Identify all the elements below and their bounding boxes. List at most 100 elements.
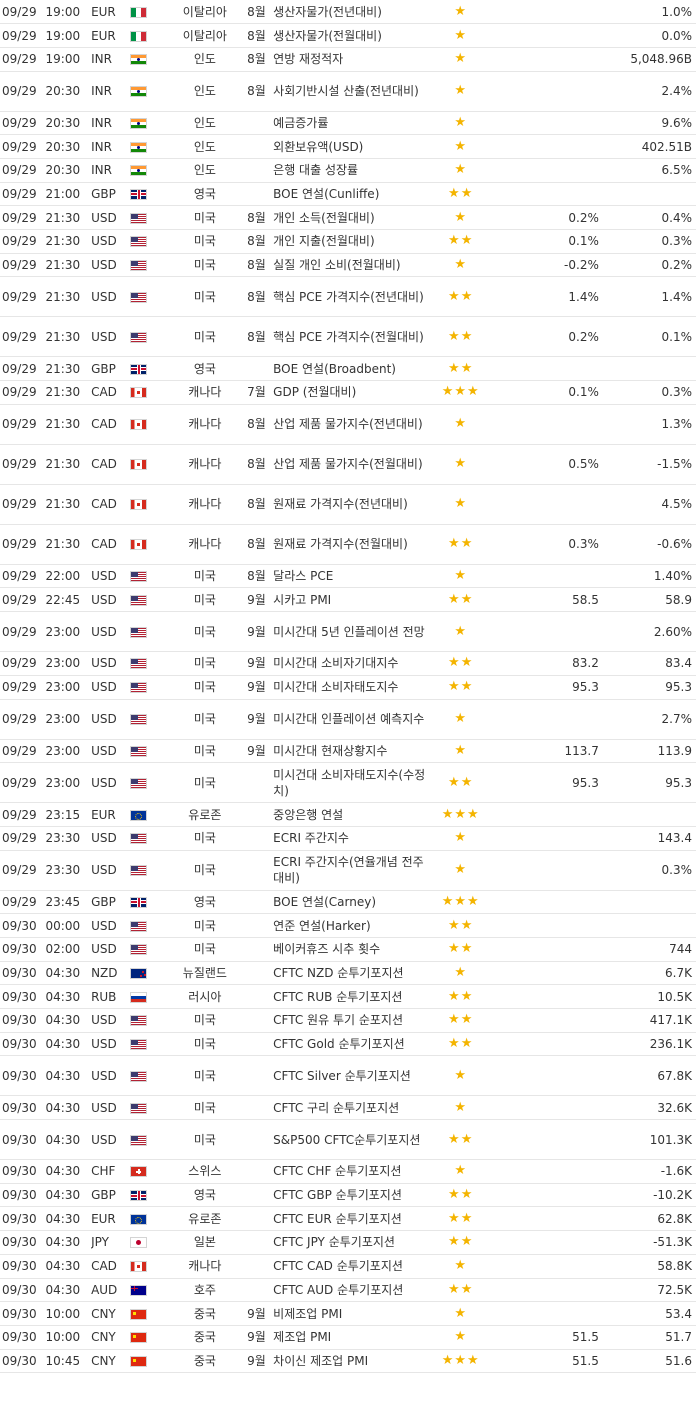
table-row[interactable]: 09/29 21:30 USD 미국 8월 개인 소득(전월대비) ★ 0.2% 0.4% xyxy=(0,206,696,230)
table-row[interactable]: 09/29 21:30 CAD 캐나다 8월 산업 제품 물가지수(전년대비) ★ 1.3% xyxy=(0,404,696,445)
star-icon: ★ xyxy=(454,3,468,19)
table-row[interactable]: 09/29 20:30 INR 인도 은행 대출 성장률 ★ 6.5% xyxy=(0,158,696,183)
previous-value: 1.40% xyxy=(653,569,692,584)
event-name[interactable]: S&P500 CFTC순투기포지션 xyxy=(273,1132,421,1147)
table-row[interactable]: 09/29 23:00 USD 미국 9월 미시간대 인플레이션 예측지수 ★ 2.7% xyxy=(0,699,696,739)
table-row[interactable]: 09/30 04:30 CHF 스위스 CFTC CHF 순투기포지션 ★ -1.6K xyxy=(0,1160,696,1184)
table-row[interactable]: 09/29 21:30 CAD 캐나다 8월 원재료 가격지수(전월대비) ★★ 0.3% -0… xyxy=(0,524,696,565)
table-row[interactable]: 09/29 23:30 USD 미국 ECRI 주간지수(연율개념 전주대비) ★ 0.3% xyxy=(0,850,696,891)
table-row[interactable]: 09/29 20:30 INR 인도 예금증가률 ★ 9.6% xyxy=(0,111,696,135)
table-row[interactable]: 09/29 20:30 INR 인도 외환보유액(USD) ★ 402.51B xyxy=(0,135,696,159)
table-row[interactable]: 09/29 22:45 USD 미국 9월 시카고 PMI ★★ 58.5 58.9 xyxy=(0,588,696,612)
table-row[interactable]: 09/30 02:00 USD 미국 베이커휴즈 시추 횟수 ★★ 744 xyxy=(0,937,696,962)
table-row[interactable]: 09/29 23:00 USD 미국 9월 미시간대 소비자기대지수 ★★ 83.2 83.4 xyxy=(0,652,696,676)
event-name[interactable]: 은행 대출 성장률 xyxy=(273,163,359,178)
table-row[interactable]: 09/30 10:00 CNY 중국 9월 제조업 PMI ★ 51.5 51.7 xyxy=(0,1325,696,1350)
table-row[interactable]: 09/30 04:30 USD 미국 CFTC 원유 투기 순포지션 ★★ 417.1K xyxy=(0,1009,696,1033)
table-row[interactable]: 09/30 04:30 AUD 호주 CFTC AUD 순투기포지션 ★★ 72.5K xyxy=(0,1278,696,1302)
event-name[interactable]: CFTC Gold 순투기포지션 xyxy=(273,1037,405,1052)
table-row[interactable]: 09/30 04:30 EUR 유로존 CFTC EUR 순투기포지션 ★★ 62.8K xyxy=(0,1207,696,1231)
table-row[interactable]: 09/29 21:30 USD 미국 8월 개인 지출(전월대비) ★★ 0.1% 0.3% xyxy=(0,230,696,254)
table-row[interactable]: 09/29 21:30 CAD 캐나다 7월 GDP (전월대비) ★★★ 0.1% 0.3% xyxy=(0,381,696,405)
event-name[interactable]: 생산자물가(전년대비) xyxy=(273,4,382,19)
event-name[interactable]: 개인 소득(전월대비) xyxy=(273,210,375,225)
event-name[interactable]: 핵심 PCE 가격지수(전년대비) xyxy=(273,289,424,304)
event-name[interactable]: 예금증가률 xyxy=(273,115,329,130)
event-name[interactable]: 미시간대 현재상황지수 xyxy=(273,743,388,758)
event-name[interactable]: 베이커휴즈 시추 횟수 xyxy=(273,942,381,957)
event-name[interactable]: 개인 지출(전월대비) xyxy=(273,234,375,249)
table-row[interactable]: 09/29 21:30 GBP 영국 BOE 연설(Broadbent) ★★ xyxy=(0,357,696,381)
event-name[interactable]: 달라스 PCE xyxy=(273,569,334,584)
table-row[interactable]: 09/29 19:00 EUR 이탈리아 8월 생산자물가(전월대비) ★ 0.0% xyxy=(0,24,696,48)
table-row[interactable]: 09/30 04:30 NZD 뉴질랜드 CFTC NZD 순투기포지션 ★ 6.7K xyxy=(0,961,696,985)
event-name[interactable]: 원재료 가격지수(전년대비) xyxy=(273,497,408,512)
table-row[interactable]: 09/30 10:00 CNY 중국 9월 비제조업 PMI ★ 53.4 xyxy=(0,1302,696,1326)
event-name[interactable]: CFTC AUD 순투기포지션 xyxy=(273,1282,404,1297)
event-name[interactable]: 연준 연설(Harker) xyxy=(273,918,371,933)
event-name[interactable]: BOE 연설(Cunliffe) xyxy=(273,186,380,201)
event-name[interactable]: CFTC RUB 순투기포지션 xyxy=(273,989,403,1004)
event-name[interactable]: CFTC CAD 순투기포지션 xyxy=(273,1259,403,1274)
event-name[interactable]: CFTC EUR 순투기포지션 xyxy=(273,1211,402,1226)
table-row[interactable]: 09/29 23:00 USD 미국 9월 미시간대 소비자태도지수 ★★ 95.3 95.3 xyxy=(0,675,696,699)
event-name[interactable]: CFTC JPY 순투기포지션 xyxy=(273,1235,395,1250)
event-name[interactable]: ECRI 주간지수 xyxy=(273,831,349,846)
event-name[interactable]: ECRI 주간지수(연율개념 전주대비) xyxy=(273,855,424,886)
table-row[interactable]: 09/29 21:00 GBP 영국 BOE 연설(Cunliffe) ★★ xyxy=(0,182,696,206)
event-name[interactable]: 미시간대 5년 인플레이션 전망 xyxy=(273,624,425,639)
event-name[interactable]: CFTC CHF 순투기포지션 xyxy=(273,1164,402,1179)
table-row[interactable]: 09/30 04:30 USD 미국 CFTC 구리 순투기포지션 ★ 32.6K xyxy=(0,1096,696,1120)
event-name[interactable]: 핵심 PCE 가격지수(전월대비) xyxy=(273,329,424,344)
event-name[interactable]: 제조업 PMI xyxy=(273,1330,332,1345)
event-name[interactable]: 산업 제품 물가지수(전월대비) xyxy=(273,457,423,472)
event-name[interactable]: 미시건대 소비자태도지수(수정치) xyxy=(273,767,426,798)
table-row[interactable]: 09/29 21:30 USD 미국 8월 핵심 PCE 가격지수(전년대비) ★★ 1.4%… xyxy=(0,277,696,317)
table-row[interactable]: 09/29 23:30 USD 미국 ECRI 주간지수 ★ 143.4 xyxy=(0,826,696,851)
event-name[interactable]: 중앙은행 연설 xyxy=(273,807,344,822)
table-row[interactable]: 09/30 04:30 USD 미국 S&P500 CFTC순투기포지션 ★★ 101.3K xyxy=(0,1120,696,1160)
event-name[interactable]: 차이신 제조업 PMI xyxy=(273,1353,369,1368)
table-row[interactable]: 09/30 04:30 USD 미국 CFTC Gold 순투기포지션 ★★ 236.1K xyxy=(0,1032,696,1056)
table-row[interactable]: 09/29 21:30 CAD 캐나다 8월 원재료 가격지수(전년대비) ★ 4.5% xyxy=(0,484,696,525)
event-name[interactable]: 시카고 PMI xyxy=(273,592,332,607)
table-row[interactable]: 09/30 04:30 CAD 캐나다 CFTC CAD 순투기포지션 ★ 58.8K xyxy=(0,1254,696,1278)
event-name[interactable]: BOE 연설(Broadbent) xyxy=(273,361,396,376)
table-row[interactable]: 09/29 23:00 USD 미국 9월 미시간대 현재상황지수 ★ 113.7 113.9 xyxy=(0,739,696,763)
event-name[interactable]: CFTC 구리 순투기포지션 xyxy=(273,1100,400,1115)
event-name[interactable]: 생산자물가(전월대비) xyxy=(273,28,382,43)
table-row[interactable]: 09/29 19:00 INR 인도 8월 연방 재정적자 ★ 5,048.96B xyxy=(0,47,696,72)
event-name[interactable]: BOE 연설(Carney) xyxy=(273,894,377,909)
table-row[interactable]: 09/29 21:30 USD 미국 8월 실질 개인 소비(전월대비) ★ -0.2% 0.2… xyxy=(0,253,696,277)
table-row[interactable]: 09/29 23:45 GBP 영국 BOE 연설(Carney) ★★★ xyxy=(0,890,696,914)
table-row[interactable]: 09/30 04:30 RUB 러시아 CFTC RUB 순투기포지션 ★★ 10.5K xyxy=(0,985,696,1009)
event-name[interactable]: CFTC 원유 투기 순포지션 xyxy=(273,1013,403,1028)
table-row[interactable]: 09/29 21:30 CAD 캐나다 8월 산업 제품 물가지수(전월대비) ★ 0.5% -… xyxy=(0,444,696,485)
event-name[interactable]: CFTC NZD 순투기포지션 xyxy=(273,965,404,980)
event-name[interactable]: 실질 개인 소비(전월대비) xyxy=(273,258,401,273)
table-row[interactable]: 09/30 04:30 GBP 영국 CFTC GBP 순투기포지션 ★★ -10.2K xyxy=(0,1183,696,1207)
table-row[interactable]: 09/29 20:30 INR 인도 8월 사회기반시설 산출(전년대비) ★ 2.4% xyxy=(0,71,696,112)
table-row[interactable]: 09/29 21:30 USD 미국 8월 핵심 PCE 가격지수(전월대비) ★★ 0.2%… xyxy=(0,317,696,357)
table-row[interactable]: 09/30 04:30 USD 미국 CFTC Silver 순투기포지션 ★ 67.8K xyxy=(0,1056,696,1096)
event-name[interactable]: 원재료 가격지수(전월대비) xyxy=(273,537,408,552)
event-name[interactable]: CFTC Silver 순투기포지션 xyxy=(273,1068,411,1083)
event-name[interactable]: 미시간대 소비자기대지수 xyxy=(273,656,399,671)
event-name[interactable]: 외환보유액(USD) xyxy=(273,139,364,154)
event-name[interactable]: 미시간대 소비자태도지수 xyxy=(273,680,399,695)
table-row[interactable]: 09/30 00:00 USD 미국 연준 연설(Harker) ★★ xyxy=(0,914,696,938)
event-name[interactable]: 비제조업 PMI xyxy=(273,1306,343,1321)
event-name[interactable]: 미시간대 인플레이션 예측지수 xyxy=(273,712,425,726)
event-name[interactable]: GDP (전월대비) xyxy=(273,385,357,400)
table-row[interactable]: 09/29 23:00 USD 미국 미시건대 소비자태도지수(수정치) ★★ 95.3 95… xyxy=(0,763,696,803)
event-name[interactable]: CFTC GBP 순투기포지션 xyxy=(273,1188,402,1203)
event-name[interactable]: 연방 재정적자 xyxy=(273,52,344,67)
event-name[interactable]: 산업 제품 물가지수(전년대비) xyxy=(273,417,423,432)
table-row[interactable]: 09/29 19:00 EUR 이탈리아 8월 생산자물가(전년대비) ★ 1.0% xyxy=(0,0,696,24)
table-row[interactable]: 09/29 22:00 USD 미국 8월 달라스 PCE ★ 1.40% xyxy=(0,564,696,588)
table-row[interactable]: 09/30 04:30 JPY 일본 CFTC JPY 순투기포지션 ★★ -51.3K xyxy=(0,1231,696,1255)
table-row[interactable]: 09/29 23:00 USD 미국 9월 미시간대 5년 인플레이션 전망 ★ 2.60% xyxy=(0,612,696,652)
table-row[interactable]: 09/30 10:45 CNY 중국 9월 차이신 제조업 PMI ★★★ 51.5 51.6 xyxy=(0,1349,696,1373)
table-row[interactable]: 09/29 23:15 EUR 유로존 중앙은행 연설 ★★★ xyxy=(0,803,696,827)
event-name[interactable]: 사회기반시설 산출(전년대비) xyxy=(273,84,419,99)
